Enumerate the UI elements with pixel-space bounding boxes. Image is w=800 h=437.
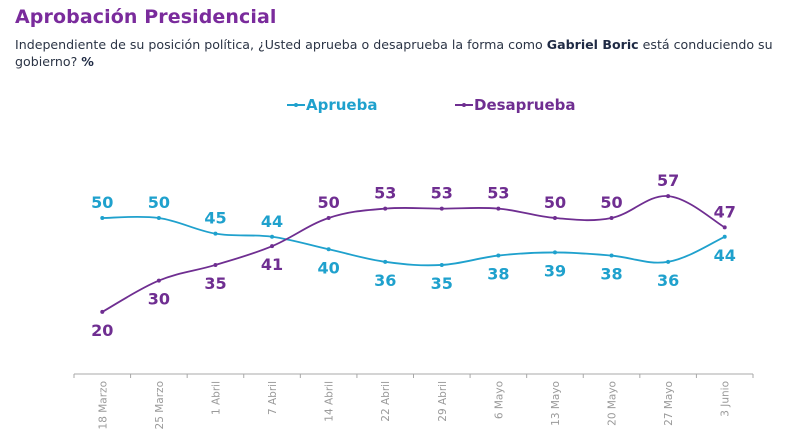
legend-swatch-marker — [462, 103, 466, 107]
data-point-aprueba — [270, 234, 275, 239]
data-point-aprueba — [326, 247, 331, 252]
x-tick-label: 13 Mayo — [550, 381, 562, 426]
x-tick-label: 20 Mayo — [607, 381, 619, 426]
data-label-aprueba: 44 — [714, 246, 736, 265]
data-label-desaprueba: 41 — [261, 255, 283, 274]
data-label-desaprueba: 53 — [431, 184, 453, 203]
x-tick-label: 3 Junio — [720, 381, 732, 417]
data-label-aprueba: 39 — [544, 261, 566, 280]
x-tick-label: 14 Abril — [324, 381, 336, 422]
data-label-desaprueba: 50 — [317, 193, 339, 212]
data-point-desaprueba — [270, 244, 275, 249]
subtitle-text: Independiente de su posición política, ¿… — [15, 37, 547, 52]
data-label-aprueba: 35 — [431, 274, 453, 293]
subtitle-unit: % — [81, 54, 94, 69]
x-tick-label: 18 Marzo — [97, 381, 109, 429]
data-point-desaprueba — [156, 278, 161, 283]
legend-label: Aprueba — [306, 96, 377, 114]
data-point-desaprueba — [439, 206, 444, 211]
data-point-aprueba — [722, 234, 727, 239]
data-point-desaprueba — [213, 262, 218, 267]
data-label-desaprueba: 50 — [544, 193, 566, 212]
data-label-desaprueba: 53 — [374, 184, 396, 203]
data-point-aprueba — [213, 231, 218, 236]
data-point-desaprueba — [722, 225, 727, 230]
data-point-desaprueba — [496, 206, 501, 211]
chart-subtitle: Independiente de su posición política, ¿… — [15, 36, 800, 70]
x-tick-label: 29 Abril — [437, 381, 449, 422]
data-label-aprueba: 36 — [374, 271, 396, 290]
x-tick-label: 7 Abril — [267, 381, 279, 415]
legend: Aprueba Desaprueba — [287, 96, 576, 114]
x-tick-label: 1 Abril — [210, 381, 222, 415]
data-point-desaprueba — [552, 216, 557, 220]
x-tick-label: 22 Abril — [380, 381, 392, 422]
legend-item-aprueba: Aprueba — [287, 96, 377, 114]
data-label-aprueba: 45 — [204, 209, 226, 228]
series-line-desaprueba — [101, 195, 726, 313]
subtitle-text-end: está conduciendo su gobierno? — [15, 37, 773, 69]
data-label-aprueba: 44 — [261, 212, 283, 231]
chart-title: Aprobación Presidencial — [15, 6, 277, 28]
data-point-desaprueba — [383, 206, 388, 211]
data-point-aprueba — [666, 259, 671, 264]
data-point-aprueba — [496, 253, 501, 258]
data-label-aprueba: 40 — [317, 258, 339, 277]
x-axis: 18 Marzo 25 Marzo 1 Abril 7 Abril 14 Abril 22… — [73, 373, 754, 429]
data-point-desaprueba — [666, 194, 671, 199]
series-lines — [100, 194, 727, 314]
data-label-aprueba: 50 — [91, 193, 113, 212]
data-label-desaprueba: 20 — [91, 321, 113, 340]
data-label-aprueba: 50 — [148, 193, 170, 212]
legend-swatch-marker — [294, 103, 298, 107]
data-point-aprueba — [100, 216, 105, 220]
data-label-aprueba: 38 — [600, 265, 622, 284]
data-label-desaprueba: 50 — [600, 193, 622, 212]
data-label-desaprueba: 53 — [487, 184, 509, 203]
legend-item-desaprueba: Desaprueba — [455, 96, 576, 114]
subtitle-president-name: Gabriel Boric — [546, 37, 639, 52]
legend-label: Desaprueba — [474, 96, 576, 114]
x-tick-label: 6 Mayo — [493, 381, 505, 419]
series-line-aprueba — [102, 215, 726, 267]
x-tick-label: 27 Mayo — [663, 381, 675, 426]
x-tick-label: 25 Marzo — [154, 381, 166, 429]
data-label-aprueba: 38 — [487, 265, 509, 284]
data-label-desaprueba: 35 — [204, 274, 226, 293]
data-label-desaprueba: 30 — [148, 290, 170, 309]
data-point-aprueba — [439, 262, 444, 267]
data-label-aprueba: 36 — [657, 271, 679, 290]
data-point-aprueba — [609, 253, 614, 258]
data-label-desaprueba: 57 — [657, 171, 679, 190]
data-point-aprueba — [552, 250, 557, 255]
data-point-desaprueba — [609, 216, 614, 220]
data-point-aprueba — [156, 216, 161, 220]
data-point-desaprueba — [326, 216, 331, 220]
data-labels: 50 50 45 44 40 36 35 38 39 38 36 44 20 30 35 41 50 53 53 53… — [91, 171, 736, 340]
data-point-desaprueba — [100, 309, 105, 314]
data-label-desaprueba: 47 — [714, 202, 736, 221]
data-point-aprueba — [383, 259, 388, 264]
